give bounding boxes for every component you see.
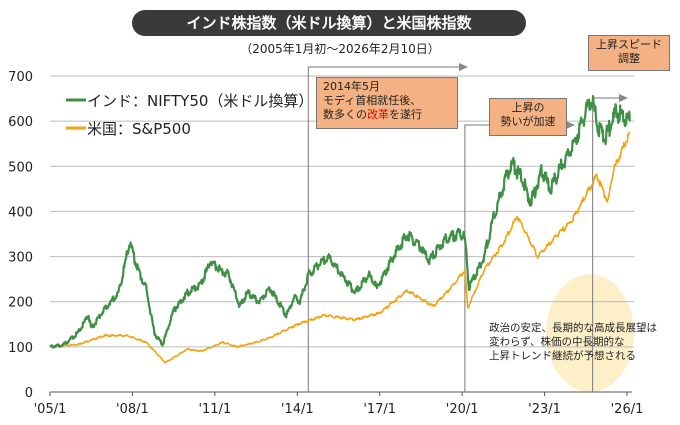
arrow-icon xyxy=(566,121,575,129)
x-tick-label: '26/1 xyxy=(611,402,644,417)
arrow-icon xyxy=(459,63,468,71)
annotation-note: 政治の安定、長期的な高成長展望は 変わらず、株価の中長期的な 上昇トレンド継続が… xyxy=(489,321,657,363)
annotation-accel: 上昇の 勢いが加速 xyxy=(489,98,567,136)
note-text: 上昇トレンド継続が予想される xyxy=(489,350,636,362)
series-line xyxy=(49,94,631,349)
y-tick-label: 100 xyxy=(8,341,33,356)
legend-label: 米国：S&P500 xyxy=(87,120,191,138)
x-tick-label: '23/1 xyxy=(528,402,561,417)
legend-label: インド：NIFTY50（米ドル換算） xyxy=(87,92,313,110)
x-tick-label: '14/1 xyxy=(281,402,314,417)
x-tick-label: '08/1 xyxy=(116,402,149,417)
y-tick-label: 700 xyxy=(8,70,33,85)
note-text: 政治の安定、長期的な高成長展望は xyxy=(489,322,657,334)
chart-subtitle: （2005年1月初～2026年2月10日） xyxy=(240,42,440,56)
y-tick-label: 500 xyxy=(8,160,33,175)
annotation-text: 数多くの改革を遂行 xyxy=(323,108,451,122)
annotation-adjust: 上昇スピード 調整 xyxy=(588,35,670,71)
annotation-text: 勢いが加速 xyxy=(500,115,556,128)
chart-title: インド株指数（米ドル換算）と米国株指数 xyxy=(132,10,526,36)
arrow-icon xyxy=(619,94,628,102)
x-tick-label: '20/1 xyxy=(446,402,479,417)
y-tick-label: 300 xyxy=(8,251,33,266)
annotation-text: 上昇スピード xyxy=(596,38,662,51)
x-tick-label: '05/1 xyxy=(34,402,67,417)
annotation-highlight: 改革 xyxy=(367,108,389,121)
annotation-text: モディ首相就任後、 xyxy=(323,94,422,107)
annotation-text: を遂行 xyxy=(389,108,422,121)
x-tick-label: '17/1 xyxy=(363,402,396,417)
annotation-text: 2014年5月 xyxy=(323,80,380,93)
annotation-modi: 2014年5月 モディ首相就任後、 数多くの改革を遂行 xyxy=(316,77,458,129)
y-tick-label: 400 xyxy=(8,205,33,220)
annotation-text: 調整 xyxy=(618,52,640,65)
event-marker-line xyxy=(307,66,460,392)
y-tick-label: 0 xyxy=(25,386,33,401)
y-tick-label: 200 xyxy=(8,296,33,311)
note-text: 変わらず、株価の中長期的な xyxy=(489,336,625,348)
x-tick-label: '11/1 xyxy=(198,402,231,417)
series-line xyxy=(49,131,631,364)
y-tick-label: 600 xyxy=(8,115,33,130)
annotation-text: 数多くの xyxy=(323,108,367,121)
annotation-text: 上昇の xyxy=(511,101,545,114)
highlight-ellipse xyxy=(546,274,634,392)
